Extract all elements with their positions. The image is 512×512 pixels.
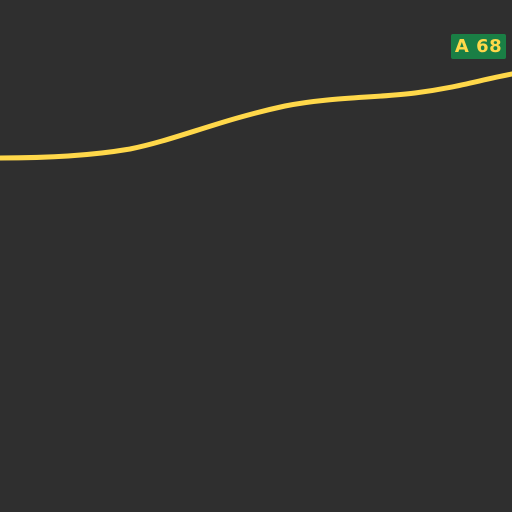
road-a68-line[interactable] (0, 71, 512, 161)
road-shield: A 68 (451, 34, 506, 59)
road-shield-label: A 68 (454, 35, 503, 57)
